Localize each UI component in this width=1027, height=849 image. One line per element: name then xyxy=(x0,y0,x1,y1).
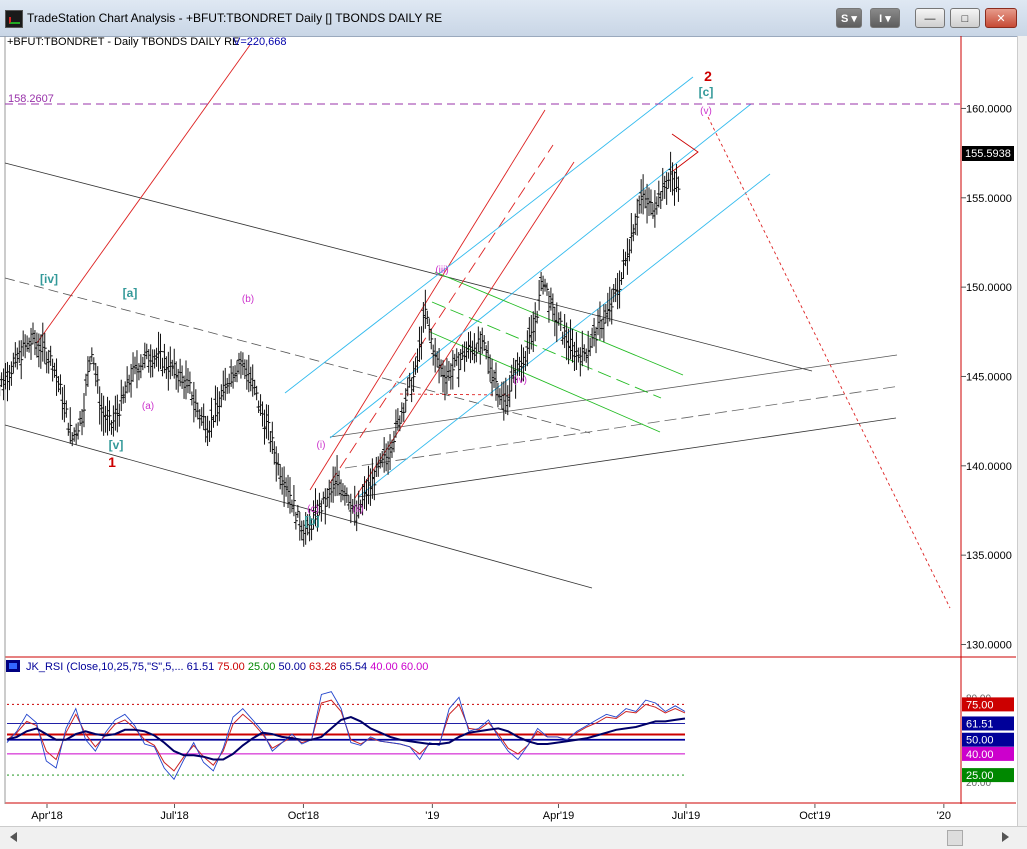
price-tick-label: 145.0000 xyxy=(966,371,1012,383)
chart-canvas[interactable]: [iv] [a] (b) (a) [v] 1 (i) (c)[b] (ii) (iii) (iv) 2… xyxy=(0,36,1017,826)
rsi-value: 50.00 xyxy=(278,661,309,673)
wave-label: (ii) xyxy=(352,504,363,515)
time-tick-label: Oct'18 xyxy=(288,810,319,822)
rsi-legend: JK_RSI (Close,10,25,75,"S",5,... 61.51 7… xyxy=(26,661,428,673)
wave-label: [a] xyxy=(123,286,138,300)
symbol-header: +BFUT:TBONDRET - Daily TBONDS DAILY RE xyxy=(7,36,239,48)
chart-frame xyxy=(4,36,1016,804)
horizontal-scrollbar[interactable] xyxy=(0,826,1027,849)
rsi-value: 60.00 xyxy=(401,661,429,673)
wave-label: (a) xyxy=(142,401,154,412)
time-tick-label: Oct'19 xyxy=(799,810,830,822)
price-tick-label: 155.0000 xyxy=(966,193,1012,205)
time-tick-label: Apr'19 xyxy=(543,810,574,822)
price-axis: 160.0000 155.0000 150.0000 145.0000 140.0000… xyxy=(961,103,1012,651)
volume-readout: V=220,668 xyxy=(233,36,287,48)
tradestation-app-icon xyxy=(5,10,23,28)
wave-label: (i) xyxy=(317,440,326,451)
rsi-panel: JK_RSI (Close,10,25,75,"S",5,... 61.51 7… xyxy=(6,660,1014,789)
symbol-link-s-label: S xyxy=(841,13,849,25)
interval-link-i-button[interactable]: I ▾ xyxy=(870,8,900,28)
price-tick-label: 130.0000 xyxy=(966,639,1012,651)
symbol-link-s-button[interactable]: S ▾ xyxy=(836,8,862,28)
rsi-value: 63.28 xyxy=(309,661,340,673)
right-scroll-edge xyxy=(1017,36,1027,826)
wave-label: (c) xyxy=(307,504,319,515)
wave-label: [b] xyxy=(304,514,319,528)
interval-link-i-label: I xyxy=(879,13,883,25)
window-title: TradeStation Chart Analysis - +BFUT:TBON… xyxy=(27,11,443,25)
rsi-value: 75.00 xyxy=(217,661,248,673)
maximize-button[interactable]: □ xyxy=(950,8,980,28)
wave-labels: [iv] [a] (b) (a) [v] 1 (i) (c)[b] (ii) (iii) (iv) 2… xyxy=(40,68,713,528)
price-tick-label: 160.0000 xyxy=(966,103,1012,115)
rsi-badge-text: 40.00 xyxy=(966,749,994,761)
last-price-text: 155.5938 xyxy=(965,148,1011,160)
price-tick-label: 150.0000 xyxy=(966,282,1012,294)
rsi-axis-label: 20.00 xyxy=(966,778,991,789)
wave-label: [iv] xyxy=(40,272,58,286)
price-tick-label: 135.0000 xyxy=(966,550,1012,562)
wave-label: 2 xyxy=(704,68,712,84)
elliott-wave-drawings xyxy=(4,44,960,609)
title-bar[interactable]: TradeStation Chart Analysis - +BFUT:TBON… xyxy=(0,0,1027,37)
wave-label: [c] xyxy=(699,85,714,99)
minimize-button[interactable]: — xyxy=(915,8,945,28)
rsi-value: 40.00 xyxy=(370,661,401,673)
price-tick-label: 140.0000 xyxy=(966,461,1012,473)
wave-label: (iv) xyxy=(513,375,527,386)
wave-label: 1 xyxy=(108,454,116,470)
rsi-value: 25.00 xyxy=(248,661,279,673)
rsi-level-badge xyxy=(962,697,1014,712)
rsi-fast-line xyxy=(6,691,686,781)
wave-label: (v) xyxy=(700,106,712,117)
scroll-left-arrow-icon[interactable] xyxy=(10,832,17,842)
price-bars xyxy=(0,151,681,547)
time-tick-label: '19 xyxy=(425,810,439,822)
rsi-level-badge xyxy=(962,732,1014,747)
rsi-value: 61.51 xyxy=(187,661,218,673)
wave-label: [v] xyxy=(109,438,124,452)
time-tick-label: '20 xyxy=(937,810,951,822)
time-tick-label: Apr'18 xyxy=(31,810,62,822)
wave-label: (iii) xyxy=(435,265,448,276)
time-tick-label: Jul'18 xyxy=(160,810,188,822)
close-icon: ✕ xyxy=(996,13,1006,25)
scroll-thumb[interactable] xyxy=(947,830,963,846)
rsi-slow-line xyxy=(6,716,686,761)
time-axis: Apr'18 Jul'18 Oct'18 '19 Apr'19 Jul'19 Oct'19 '… xyxy=(31,804,951,822)
rsi-name: JK_RSI (Close,10,25,75,"S",5,... xyxy=(26,661,187,673)
close-button[interactable]: ✕ xyxy=(985,8,1017,28)
minimize-icon: — xyxy=(924,13,936,25)
maximize-icon: □ xyxy=(961,13,969,25)
rsi-badge-text: 50.00 xyxy=(966,735,994,747)
rsi-badge-text: 25.00 xyxy=(966,770,994,782)
rsi-level-badge xyxy=(962,746,1014,761)
time-tick-label: Jul'19 xyxy=(672,810,700,822)
rsi-level-badge xyxy=(962,768,1014,783)
scroll-right-arrow-icon[interactable] xyxy=(1002,832,1009,842)
rsi-badge-text: 61.51 xyxy=(966,718,994,730)
last-price-badge xyxy=(962,146,1014,161)
rsi-badge-text: 75.00 xyxy=(966,699,994,711)
wave-label: (b) xyxy=(242,294,254,305)
rsi-value: 65.54 xyxy=(340,661,371,673)
hline-price-label: 158.2607 xyxy=(8,93,54,105)
rsi-level-badge xyxy=(962,716,1014,731)
